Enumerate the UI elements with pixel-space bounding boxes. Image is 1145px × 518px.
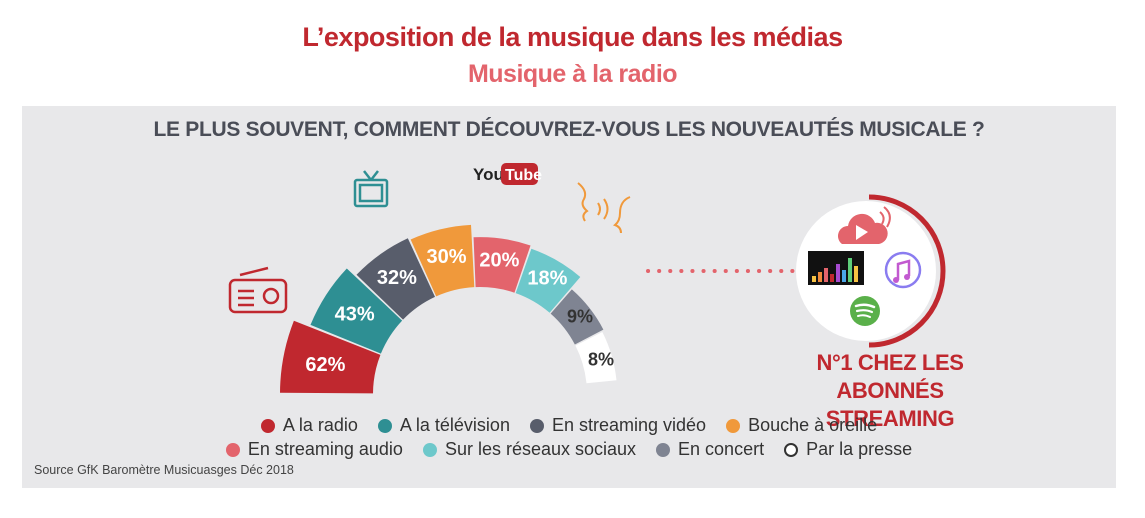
value-label-6: 18% bbox=[527, 268, 567, 290]
legend-item-press: Par la presse bbox=[784, 439, 912, 460]
equalizer-logo bbox=[808, 251, 864, 285]
legend-dot bbox=[529, 418, 544, 433]
callout-line-1: N°1 CHEZ LES bbox=[816, 350, 964, 375]
legend-row-1: A la radio A la télévision En streaming … bbox=[22, 415, 1116, 436]
value-label-1: 62% bbox=[305, 354, 345, 376]
legend-item-concert: En concert bbox=[656, 439, 764, 460]
legend-item-video: En streaming vidéo bbox=[529, 415, 707, 436]
value-label-5: 20% bbox=[479, 249, 519, 271]
value-label-3: 32% bbox=[377, 267, 417, 289]
spotify-icon bbox=[850, 296, 880, 326]
bar-segment-2 bbox=[310, 268, 403, 354]
legend-dot bbox=[726, 418, 741, 433]
youtube-logo: You Tube bbox=[473, 163, 542, 185]
legend-dot bbox=[260, 418, 275, 433]
legend-dot bbox=[422, 442, 437, 457]
music-note-icon bbox=[884, 251, 922, 289]
legend-dot bbox=[225, 442, 240, 457]
legend-label: A la radio bbox=[282, 415, 358, 435]
streaming-callout: N°1 CHEZ LES ABONNÉS STREAMING bbox=[790, 349, 990, 433]
legend-item-audio: En streaming audio bbox=[225, 439, 403, 460]
legend-item-tv: A la télévision bbox=[377, 415, 510, 436]
bar-segment-4 bbox=[410, 224, 475, 297]
legend-dot bbox=[656, 442, 671, 457]
streaming-apps-badge bbox=[796, 194, 946, 348]
bar-segment-7 bbox=[550, 289, 604, 345]
legend-item-social: Sur les réseaux sociaux bbox=[422, 439, 637, 460]
legend-dot bbox=[784, 442, 799, 457]
bar-segment-1 bbox=[280, 320, 381, 394]
cloud-play-icon bbox=[838, 206, 891, 244]
radio-icon bbox=[228, 266, 288, 314]
callout-line-2: ABONNÉS STREAMING bbox=[825, 378, 955, 431]
value-label-7: 9% bbox=[567, 307, 593, 327]
bar-segment-8 bbox=[575, 331, 617, 384]
bar-segment-6 bbox=[515, 248, 581, 313]
legend-item-word-of-mouth: Bouche à oreille bbox=[726, 415, 877, 436]
legend-dot bbox=[377, 418, 392, 433]
svg-text:You: You bbox=[473, 165, 504, 184]
legend-label: Bouche à oreille bbox=[748, 415, 878, 435]
legend-label: En streaming audio bbox=[247, 439, 403, 459]
legend-label: En concert bbox=[678, 439, 765, 459]
legend-row-2: En streaming audio Sur les réseaux socia… bbox=[22, 439, 1116, 460]
legend-label: Sur les réseaux sociaux bbox=[444, 439, 637, 459]
chart-question: LE PLUS SOUVENT, COMMENT DÉCOUVREZ-VOUS … bbox=[153, 118, 985, 141]
svg-text:Tube: Tube bbox=[505, 167, 542, 184]
value-label-2: 43% bbox=[335, 303, 375, 325]
bar-segment-5 bbox=[473, 237, 531, 293]
legend-label: Par la presse bbox=[806, 439, 913, 459]
tv-icon bbox=[353, 170, 389, 208]
value-label-8: 8% bbox=[588, 350, 614, 370]
mouth-ear-icon bbox=[577, 182, 631, 234]
subtitle: Musique à la radio bbox=[467, 60, 678, 88]
main-title: L’exposition de la musique dans les médi… bbox=[302, 22, 843, 52]
legend-item-radio: A la radio bbox=[260, 415, 358, 436]
bar-segment-3 bbox=[356, 238, 436, 320]
value-label-4: 30% bbox=[427, 246, 467, 268]
legend-label: En streaming vidéo bbox=[551, 415, 707, 435]
source-note: Source GfK Baromètre Musicuasges Déc 201… bbox=[34, 463, 294, 477]
legend-label: A la télévision bbox=[399, 415, 510, 435]
